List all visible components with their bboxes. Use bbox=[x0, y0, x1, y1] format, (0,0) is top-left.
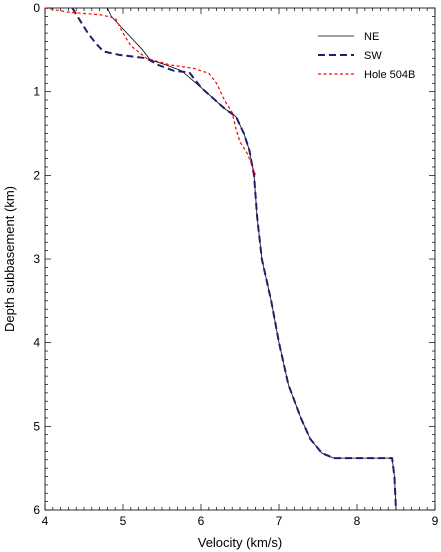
y-tick-label: 1 bbox=[33, 85, 40, 99]
axis-ticks bbox=[44, 7, 436, 511]
series-line-hole-504b bbox=[44, 7, 257, 176]
legend-label: SW bbox=[364, 50, 382, 62]
y-tick-label: 0 bbox=[33, 1, 40, 15]
x-tick-label: 5 bbox=[120, 514, 127, 528]
y-tick-label: 2 bbox=[33, 168, 40, 182]
x-axis-title: Velocity (km/s) bbox=[198, 535, 283, 550]
series-line-ne bbox=[107, 7, 397, 511]
x-tick-label: 4 bbox=[42, 514, 49, 528]
tick-labels: 4 5 6 7 8 9 0 1 2 3 4 5 6 bbox=[33, 1, 438, 528]
x-tick-label: 9 bbox=[432, 514, 439, 528]
y-axis-title: Depth subbasement (km) bbox=[2, 186, 17, 332]
y-tick-label: 6 bbox=[33, 503, 40, 517]
plot-frame bbox=[44, 7, 436, 511]
series-group bbox=[44, 7, 397, 511]
x-tick-label: 7 bbox=[276, 514, 283, 528]
legend-label: NE bbox=[364, 31, 379, 43]
series-line-sw bbox=[71, 7, 397, 511]
legend: NE SW Hole 504B bbox=[318, 31, 415, 81]
y-tick-label: 5 bbox=[33, 419, 40, 433]
x-tick-label: 8 bbox=[354, 514, 361, 528]
y-tick-label: 3 bbox=[33, 252, 40, 266]
legend-label: Hole 504B bbox=[364, 69, 415, 81]
y-tick-label: 4 bbox=[33, 336, 40, 350]
x-tick-label: 6 bbox=[198, 514, 205, 528]
